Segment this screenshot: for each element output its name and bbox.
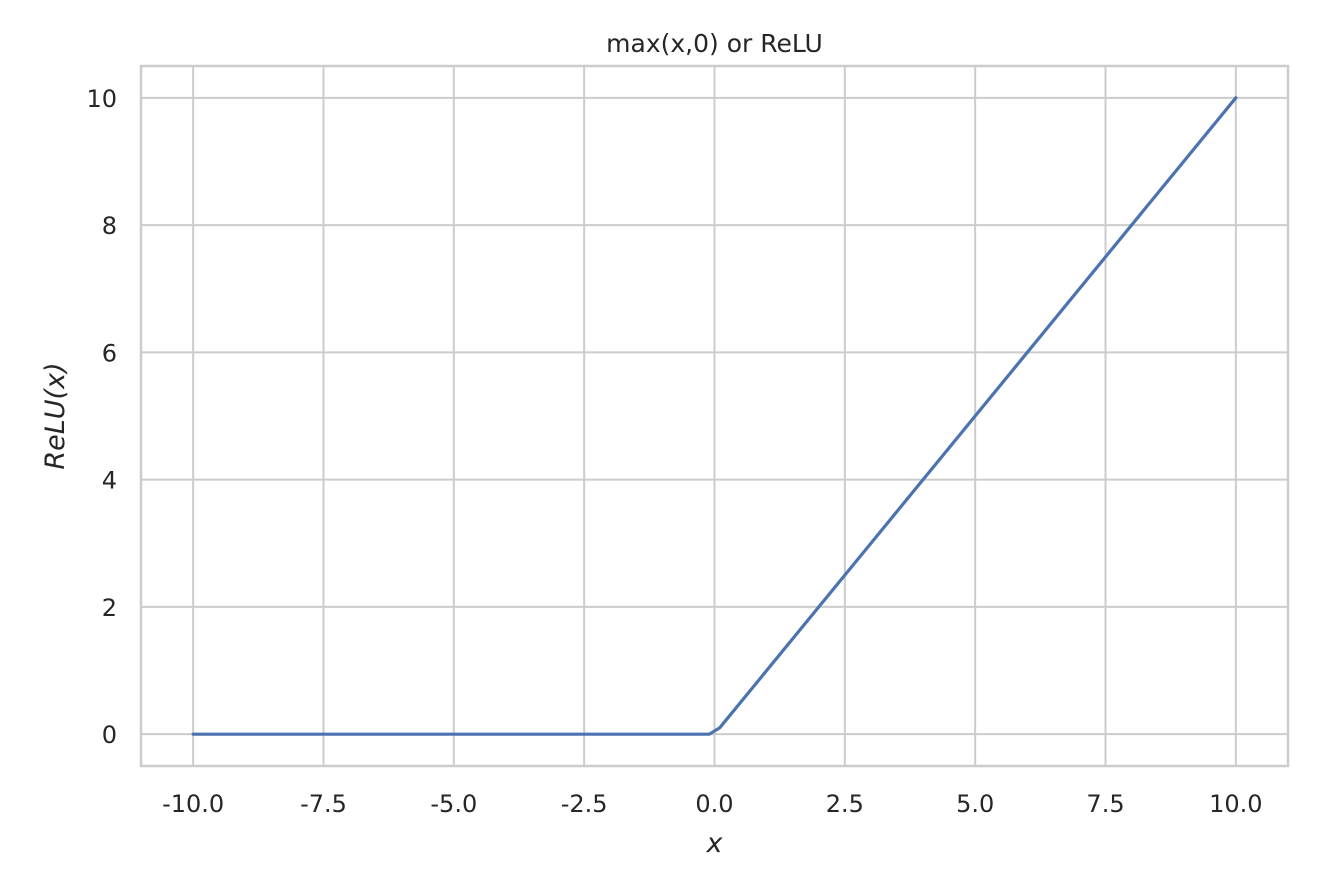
x-tick-label: -5.0 — [430, 790, 477, 818]
y-tick-labels: 0 2 4 6 8 10 — [86, 85, 117, 749]
x-tick-label: -7.5 — [300, 790, 347, 818]
y-tick-label: 6 — [102, 339, 117, 367]
x-tick-label: 5.0 — [956, 790, 994, 818]
x-tick-label: -2.5 — [561, 790, 608, 818]
x-tick-label: 7.5 — [1086, 790, 1124, 818]
x-tick-label: 0.0 — [695, 790, 733, 818]
x-axis-label: x — [706, 828, 724, 859]
y-axis-label: ReLU(x) — [40, 362, 71, 469]
grid-layer — [141, 66, 1288, 766]
series-layer — [191, 96, 1238, 736]
x-tick-label: -10.0 — [162, 790, 224, 818]
plot-frame — [139, 64, 1290, 768]
relu-series-line — [191, 96, 1238, 736]
y-tick-label: 8 — [102, 212, 117, 240]
y-tick-label: 10 — [86, 85, 117, 113]
x-tick-labels: -10.0 -7.5 -5.0 -2.5 0.0 2.5 5.0 7.5 10.0 — [162, 790, 1263, 818]
y-tick-label: 4 — [102, 467, 117, 495]
x-tick-label: 2.5 — [826, 790, 864, 818]
x-tick-label: 10.0 — [1209, 790, 1262, 818]
y-tick-label: 2 — [102, 594, 117, 622]
chart-title: max(x,0) or ReLU — [606, 29, 823, 58]
y-tick-label: 0 — [102, 721, 117, 749]
